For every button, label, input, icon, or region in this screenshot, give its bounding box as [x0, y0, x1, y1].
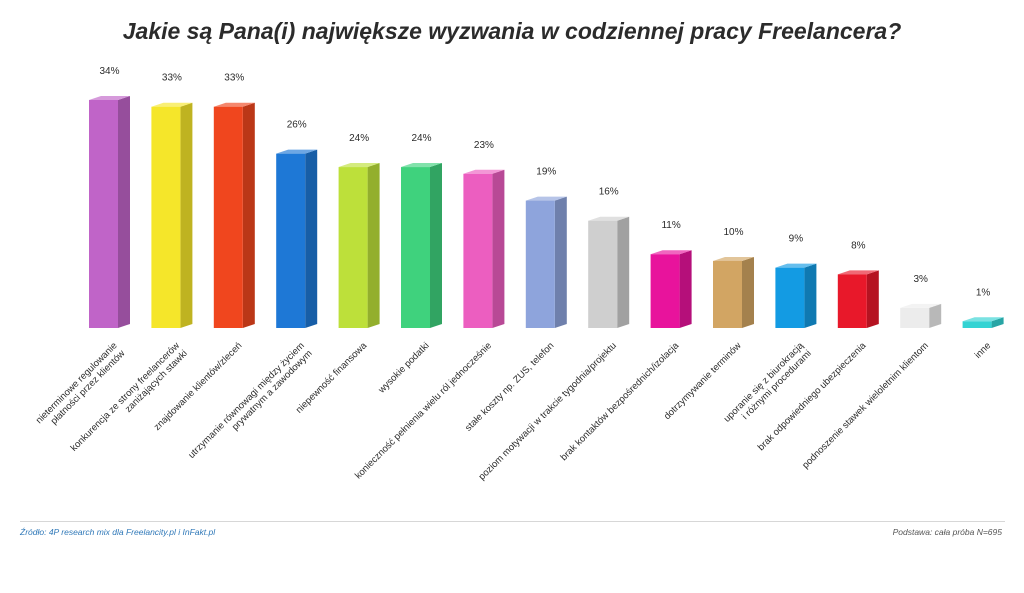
value-label: 19%	[536, 167, 556, 178]
bar-front	[338, 167, 368, 328]
value-label: 26%	[287, 120, 307, 131]
bar-side	[991, 317, 1004, 328]
sample-base-note: Podstawa: cała próba N=695	[892, 527, 1002, 537]
bar-4	[276, 149, 318, 328]
bar-front	[401, 167, 430, 328]
bar-side	[180, 102, 193, 329]
category-label: wysokie podatki	[376, 340, 432, 396]
bar-side	[929, 303, 942, 328]
bar-front	[962, 321, 992, 328]
bar-top	[588, 216, 630, 221]
value-label: 33%	[224, 73, 244, 84]
value-label: 23%	[474, 140, 494, 151]
bar-front	[463, 173, 493, 328]
chart-title: Jakie są Pana(i) największe wyzwania w c…	[122, 18, 902, 44]
bar-2	[151, 102, 193, 329]
bar-front	[151, 106, 181, 329]
category-label: podnoszenie stawek wieloletnim klientom	[800, 340, 931, 471]
bar-top	[900, 303, 942, 308]
bar-side	[430, 163, 442, 328]
bar-13	[837, 270, 879, 328]
value-label: 1%	[976, 287, 991, 298]
bar-top	[650, 250, 692, 255]
category-label: utrzymanie równowagi między życiemprywat…	[186, 340, 314, 468]
bar-top	[837, 270, 879, 275]
bar-front	[525, 200, 555, 328]
bar-front	[276, 153, 306, 328]
bar-8	[525, 196, 567, 328]
bar-9	[588, 216, 630, 328]
bar-14	[900, 303, 942, 328]
bar-side	[866, 270, 879, 328]
category-label: brak kontaktów bezpośrednich/izolacja	[558, 340, 681, 463]
bar-top	[151, 102, 193, 107]
bar-side	[492, 169, 505, 328]
bar-side	[804, 263, 817, 328]
bar-top	[463, 169, 505, 174]
bar-chart: 34% nieterminowe regulowaniepłatności prz…	[34, 66, 1004, 483]
value-label: 16%	[599, 187, 619, 198]
bar-front	[775, 267, 805, 328]
bar-6	[401, 163, 442, 328]
bar-front	[837, 274, 867, 328]
category-label: inne	[973, 340, 993, 360]
value-label: 24%	[349, 133, 369, 144]
bar-top	[338, 163, 380, 168]
value-label: 3%	[913, 274, 928, 285]
source-note: Źródło: 4P research mix dla Freelancity.…	[20, 527, 216, 537]
bar-side	[367, 163, 380, 328]
bar-front	[900, 307, 930, 328]
bar-side	[305, 149, 318, 328]
bar-12	[775, 263, 817, 328]
bar-top	[401, 163, 442, 168]
bar-front	[650, 254, 680, 328]
bar-top	[89, 96, 130, 100]
value-label: 11%	[661, 220, 680, 231]
bar-top	[213, 102, 255, 107]
value-label: 9%	[789, 234, 804, 245]
value-label: 10%	[723, 227, 743, 238]
footer-divider	[20, 521, 1005, 522]
value-label: 34%	[99, 66, 119, 77]
bar-side	[118, 96, 130, 328]
bar-top	[276, 149, 318, 154]
bar-10	[650, 250, 692, 328]
value-label: 33%	[162, 73, 182, 84]
bar-top	[775, 263, 817, 268]
category-label: konieczność pełnienia wielu ról jednocze…	[353, 340, 494, 481]
bar-front	[588, 220, 618, 328]
bar-front	[713, 260, 742, 328]
bar-5	[338, 163, 380, 328]
bar-top	[962, 317, 1004, 322]
category-label: konkurencja ze strony freelancerówzaniża…	[69, 340, 190, 461]
bar-side	[742, 256, 754, 328]
bar-11	[713, 256, 754, 328]
bar-top	[713, 256, 754, 261]
category-label: poziom motywacji w trakcie tygodnia/proj…	[477, 340, 619, 482]
bar-1	[89, 96, 130, 328]
bar-3	[213, 102, 255, 329]
bar-side	[554, 196, 567, 328]
bar-side	[617, 216, 630, 328]
bar-front	[213, 106, 243, 329]
category-label: nieterminowe regulowaniepłatności przez …	[34, 340, 128, 434]
bar-7	[463, 169, 505, 328]
bar-15	[962, 317, 1004, 328]
bar-side	[242, 102, 255, 329]
value-label: 24%	[411, 133, 431, 144]
bar-front	[89, 100, 118, 328]
value-label: 8%	[851, 240, 866, 251]
bar-top	[525, 196, 567, 201]
bar-side	[679, 250, 692, 328]
